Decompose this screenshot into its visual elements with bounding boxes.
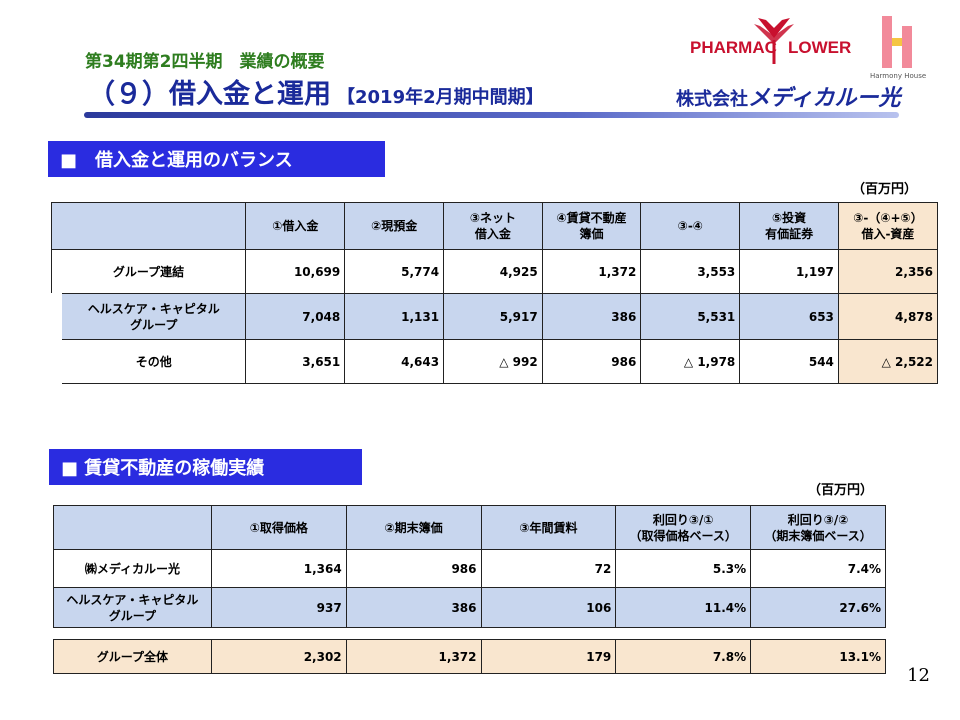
cell: 544 [739,339,839,384]
row-label: ヘルスケア・キャピタル グループ [40,293,247,340]
title-period: 【2019年2月期中間期】 [337,87,544,108]
row-label: その他 [40,339,247,384]
row-label: グループ連結 [50,249,247,294]
cell: 72 [480,549,617,588]
section1-heading: ■ 借入金と運用のバランス [48,141,385,177]
flower-icon [754,18,794,64]
cell: 27.6% [750,587,886,628]
table-row: ヘルスケア・キャピタル グループ 7,048 1,131 5,917 386 5… [40,293,939,340]
cell: 1,372 [541,249,642,294]
cell: 4,925 [443,249,543,294]
cell: 2,356 [837,249,939,294]
header-blank [53,505,212,550]
cell: 1,364 [210,549,347,588]
section2-unit: （百万円） [808,483,874,498]
cell: △ 992 [443,339,543,384]
col-header: 利回り③/② （期末簿価ベース） [750,505,886,550]
cell: 5,774 [344,249,445,294]
cell: 986 [345,549,482,588]
page-number: 12 [907,665,930,686]
cell: 7,048 [245,293,346,340]
rental-performance-table: ①取得価格 ②期末簿価 ③年間賃料 利回り③/① （取得価格ベース） 利回り③/… [53,505,886,628]
total-row: グループ全体 2,302 1,372 179 7.8% 13.1% [53,639,886,674]
col-header: ②現預金 [344,202,445,250]
pharmac-text: PHARMAC [690,38,777,57]
harmony-house-icon [882,16,912,68]
section2-heading: ■ 賃貸不動産の稼働実績 [49,449,362,485]
table-row: その他 3,651 4,643 △ 992 986 △ 1,978 544 △ … [40,339,939,384]
col-header: ③ネット 借入金 [443,202,543,250]
cell: 5,531 [640,293,741,340]
rental-total-table: グループ全体 2,302 1,372 179 7.8% 13.1% [53,639,886,674]
col-header: ②期末簿価 [345,505,482,550]
cell: 7.4% [750,549,886,588]
row-label: ヘルスケア・キャピタル グループ [53,587,212,628]
company-name: 株式会社メディカルー光 [676,80,900,112]
cell: △ 2,522 [837,339,939,384]
col-header: ①借入金 [245,202,346,250]
col-header: ①取得価格 [210,505,347,550]
col-header: ③-（④+⑤） 借入-資産 [837,202,939,250]
header-blank [50,202,247,250]
cell: 13.1% [750,639,886,674]
cell: 4,643 [344,339,445,384]
col-header: ⑤投資 有価証券 [739,202,839,250]
cell: 1,131 [344,293,445,340]
row-label: グループ全体 [53,639,212,674]
cell: 386 [541,293,642,340]
row-label: ㈱メディカルー光 [53,549,212,588]
cell: 179 [480,639,617,674]
company-brand: メディカルー光 [748,86,901,111]
cell: △ 1,978 [640,339,741,384]
cell: 2,302 [210,639,347,674]
table-row: ヘルスケア・キャピタル グループ 937 386 106 11.4% 27.6% [53,587,886,628]
cell: 11.4% [615,587,752,628]
title-main: （９）借入金と運用 [88,79,331,110]
borrowing-balance-table: ①借入金 ②現預金 ③ネット 借入金 ④賃貸不動産 簿価 ③-④ ⑤投資 有価証… [40,202,939,384]
cell: 1,372 [345,639,482,674]
table-row: ㈱メディカルー光 1,364 986 72 5.3% 7.4% [53,549,886,588]
harmony-house-text: Harmony House [870,72,927,80]
section1-unit: （百万円） [852,182,918,197]
col-header: ③年間賃料 [480,505,617,550]
col-header: ④賃貸不動産 簿価 [541,202,642,250]
flower-text: LOWER [788,38,852,57]
col-header: 利回り③/① （取得価格ベース） [615,505,752,550]
company-logo: PHARMAC LOWER Harmony House 株式会社メディカルー光 [676,14,940,111]
company-prefix: 株式会社 [676,89,748,110]
table-header-row: ①取得価格 ②期末簿価 ③年間賃料 利回り③/① （取得価格ベース） 利回り③/… [53,505,886,550]
cell: 3,553 [640,249,741,294]
cell: 386 [345,587,482,628]
col-header: ③-④ [640,202,741,250]
cell: 1,197 [739,249,839,294]
cell: 106 [480,587,617,628]
cell: 10,699 [245,249,346,294]
page-title: （９）借入金と運用 【2019年2月期中間期】 [88,72,544,111]
cell: 986 [541,339,642,384]
cell: 7.8% [615,639,752,674]
cell: 5,917 [443,293,543,340]
subtitle: 第34期第2四半期 業績の概要 [85,52,325,72]
table-header-row: ①借入金 ②現預金 ③ネット 借入金 ④賃貸不動産 簿価 ③-④ ⑤投資 有価証… [50,202,939,250]
cell: 4,878 [837,293,939,340]
cell: 937 [210,587,347,628]
table-row: グループ連結 10,699 5,774 4,925 1,372 3,553 1,… [50,249,939,294]
cell: 653 [739,293,839,340]
cell: 5.3% [615,549,752,588]
cell: 3,651 [245,339,346,384]
title-underline [84,112,899,118]
